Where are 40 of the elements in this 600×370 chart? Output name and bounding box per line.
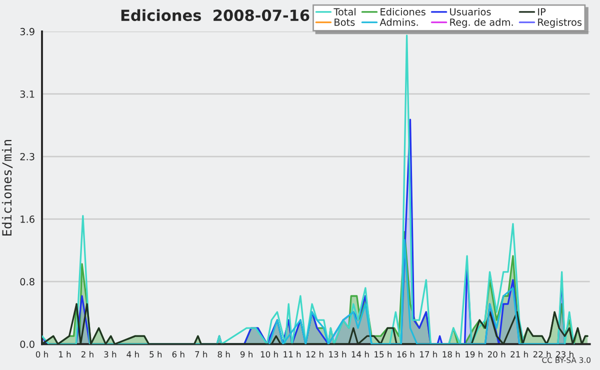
y-tick-label: 0.8 bbox=[20, 278, 34, 286]
x-tick-label: 17 h bbox=[420, 351, 437, 358]
x-tick-label: 22 h bbox=[533, 351, 551, 358]
x-tick-label: 23 h bbox=[556, 351, 574, 358]
legend-label: Usuarios bbox=[450, 8, 491, 16]
x-tick-label: 7 h bbox=[195, 351, 208, 358]
chart-title: Ediciones 2008-07-16 bbox=[121, 9, 310, 22]
x-tick-label: 2 h bbox=[81, 351, 94, 358]
legend-label: IP bbox=[538, 8, 546, 16]
x-tick-label: 5 h bbox=[150, 351, 162, 358]
legend-label: Registros bbox=[538, 18, 582, 28]
legend-label: Admins. bbox=[380, 18, 418, 26]
x-tick-label: 14 h bbox=[352, 351, 369, 358]
x-tick-label: 9 h bbox=[240, 351, 252, 358]
x-tick-label: 21 h bbox=[510, 351, 528, 358]
x-tick-label: 11 h bbox=[284, 351, 301, 358]
x-tick-label: 1 h bbox=[59, 351, 71, 358]
legend-label: Ediciones bbox=[380, 8, 426, 16]
x-tick-label: 10 h bbox=[260, 351, 278, 358]
x-tick-label: 4 h bbox=[126, 351, 139, 358]
x-tick-label: 6 h bbox=[172, 351, 184, 358]
y-axis-title: Ediciones/min bbox=[2, 140, 13, 236]
y-tick-label: 1.6 bbox=[20, 216, 34, 223]
y-tick-label: 3.1 bbox=[20, 90, 34, 98]
legend-label: Reg. de adm. bbox=[450, 18, 513, 28]
x-tick-label: 15 h bbox=[374, 351, 392, 358]
y-tick-label: 0.0 bbox=[20, 340, 34, 348]
x-tick-label: 18 h bbox=[442, 351, 460, 358]
y-tick-label: 3.9 bbox=[20, 28, 34, 36]
x-tick-label: 0 h bbox=[36, 351, 48, 358]
y-tick-label: 2.3 bbox=[20, 152, 34, 160]
x-tick-label: 3 h bbox=[104, 351, 116, 358]
x-tick-label: 8 h bbox=[218, 351, 230, 358]
x-tick-label: 19 h bbox=[466, 351, 482, 358]
x-tick-label: 13 h bbox=[329, 351, 346, 358]
legend-label: Bots bbox=[334, 18, 355, 26]
x-tick-label: 16 h bbox=[397, 351, 414, 358]
x-tick-label: 20 h bbox=[488, 351, 506, 358]
legend-label: Total bbox=[334, 8, 356, 16]
x-tick-label: 12 h bbox=[306, 351, 324, 358]
